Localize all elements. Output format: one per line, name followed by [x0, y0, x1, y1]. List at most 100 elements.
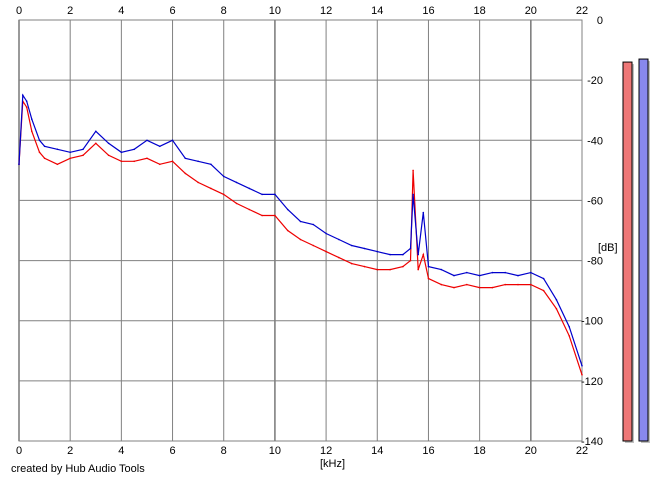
data-point — [133, 160, 135, 163]
data-point — [197, 181, 199, 184]
data-point — [504, 271, 507, 274]
x-tick-label: 20 — [525, 445, 537, 457]
grid — [18, 19, 583, 442]
data-point — [517, 274, 519, 277]
y-axis-label: [dB] — [598, 242, 618, 254]
data-point — [312, 244, 315, 247]
data-point — [43, 145, 46, 148]
x-axis-label: [kHz] — [320, 458, 345, 470]
x-tick-label: 2 — [67, 445, 73, 457]
data-point — [159, 145, 161, 148]
data-point — [274, 193, 276, 196]
data-point — [427, 277, 430, 280]
x-tick-label: 0 — [16, 445, 22, 457]
x-tick-label: 16 — [422, 445, 434, 457]
data-point — [184, 157, 187, 160]
data-point — [133, 148, 135, 151]
y-tick-label: -120 — [581, 376, 603, 388]
data-point — [25, 100, 28, 102]
x-tick-label-top: 2 — [67, 5, 73, 17]
data-point — [299, 220, 302, 223]
data-point — [222, 175, 225, 178]
data-point — [38, 139, 41, 142]
data-point — [22, 94, 24, 96]
data-point — [261, 193, 263, 196]
data-point — [530, 283, 532, 286]
data-point — [31, 130, 33, 133]
x-tick-label-top: 14 — [371, 5, 383, 17]
data-point — [82, 148, 84, 151]
y-tick-label: -60 — [587, 195, 603, 207]
data-point — [56, 148, 59, 151]
data-point — [248, 187, 251, 190]
x-tick-label-top: 4 — [118, 5, 124, 17]
data-point — [286, 229, 289, 232]
data-point — [325, 232, 327, 235]
data-point — [69, 157, 71, 160]
data-point — [312, 223, 315, 226]
data-point — [491, 271, 494, 274]
x-tick-label-top: 6 — [169, 5, 175, 17]
data-point — [581, 365, 583, 367]
data-point — [402, 265, 404, 268]
data-point — [422, 253, 425, 256]
data-point — [542, 277, 545, 280]
data-point — [376, 268, 379, 271]
data-point — [171, 160, 174, 163]
data-point — [18, 163, 20, 166]
y-tick-label: 0 — [597, 15, 603, 27]
x-tick-label: 22 — [576, 445, 588, 457]
data-point — [146, 139, 148, 142]
data-point — [409, 247, 412, 250]
data-point — [235, 181, 238, 184]
data-point — [568, 325, 570, 328]
data-point — [504, 283, 507, 286]
x-tick-label-top: 12 — [320, 5, 332, 17]
x-tick-label-top: 8 — [221, 5, 227, 17]
data-point — [107, 154, 110, 157]
x-tick-label-top: 18 — [474, 5, 486, 17]
x-tick-label-top: 10 — [269, 5, 281, 17]
y-tick-label: -80 — [587, 256, 603, 268]
data-point — [555, 298, 558, 301]
tick-labels: 002244668810101212141416161818202022220-… — [16, 5, 603, 457]
data-point — [95, 130, 97, 133]
data-point — [389, 268, 391, 271]
data-point — [184, 172, 187, 175]
data-point — [120, 151, 123, 154]
data-point — [555, 307, 558, 310]
data-point — [453, 274, 455, 277]
data-point — [453, 286, 455, 289]
data-point — [325, 250, 327, 253]
data-point — [235, 202, 238, 205]
data-point — [478, 286, 481, 289]
data-point — [95, 142, 97, 145]
x-tick-label: 12 — [320, 445, 332, 457]
x-tick-label-top: 0 — [16, 5, 22, 17]
level-meters — [622, 58, 650, 444]
data-point — [581, 374, 583, 376]
data-point — [412, 193, 414, 196]
data-point — [197, 160, 199, 163]
x-tick-label-top: 16 — [422, 5, 434, 17]
data-point — [107, 142, 110, 145]
data-point — [261, 214, 263, 217]
data-point — [417, 268, 420, 271]
data-point — [56, 163, 59, 166]
y-tick-label: -20 — [587, 75, 603, 87]
y-tick-label: -100 — [581, 316, 603, 328]
x-tick-label-top: 22 — [576, 5, 588, 17]
series-line-0 — [18, 93, 583, 367]
data-point — [440, 268, 443, 271]
x-tick-label: 4 — [118, 445, 124, 457]
plot-frame — [18, 19, 583, 442]
data-point — [210, 163, 212, 166]
data-point — [31, 118, 33, 120]
data-point — [440, 283, 443, 286]
data-point — [248, 208, 251, 211]
data-point — [25, 106, 28, 108]
data-point — [82, 154, 84, 157]
data-point — [350, 262, 353, 265]
data-point — [159, 163, 161, 166]
